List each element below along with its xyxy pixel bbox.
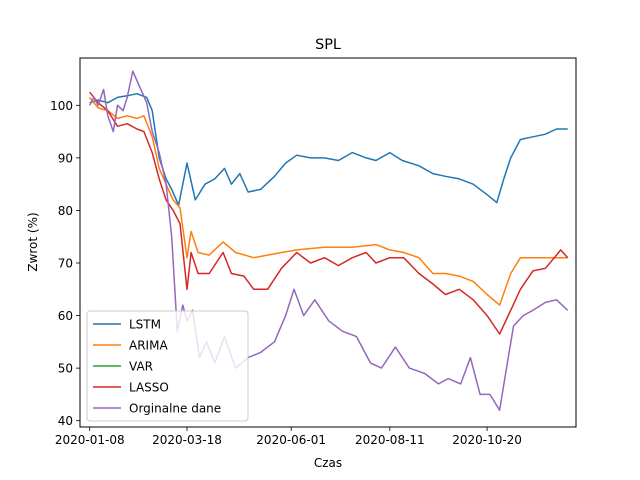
y-tick-label: 50 — [58, 362, 73, 376]
series-line-3 — [89, 91, 569, 335]
series-layer — [89, 70, 569, 411]
series-line-1 — [89, 96, 568, 306]
y-axis: 40 50 60 70 80 90 100 — [50, 99, 80, 428]
chart-title: SPL — [315, 37, 341, 53]
series-line-0 — [89, 92, 568, 206]
x-tick-label: 2020-06-01 — [256, 433, 326, 447]
x-axis-label: Czas — [314, 456, 342, 470]
x-tick-label: 2020-01-08 — [55, 433, 125, 447]
legend-label: LSTM — [129, 318, 161, 332]
plot-area-frame — [79, 57, 577, 428]
legend: LSTM ARIMA VAR LASSO Orginalne dane — [86, 310, 249, 422]
x-axis: 2020-01-08 2020-03-18 2020-06-01 2020-08-11… — [55, 427, 522, 447]
y-tick-label: 70 — [58, 257, 73, 271]
x-tick-label: 2020-03-18 — [152, 433, 222, 447]
legend-label: VAR — [129, 360, 153, 374]
y-tick-label: 40 — [58, 414, 73, 428]
series-line-4 — [89, 70, 569, 411]
y-tick-label: 80 — [58, 204, 73, 218]
x-tick-label: 2020-10-20 — [452, 433, 522, 447]
legend-label: Orginalne dane — [129, 402, 221, 416]
y-axis-label: Zwrot (%) — [26, 212, 40, 271]
y-tick-label: 90 — [58, 151, 73, 165]
y-tick-label: 100 — [50, 99, 73, 113]
legend-label: LASSO — [129, 381, 169, 395]
y-tick-label: 60 — [58, 309, 73, 323]
legend-label: ARIMA — [129, 339, 168, 353]
x-tick-label: 2020-08-11 — [355, 433, 425, 447]
legend-box — [86, 310, 249, 422]
